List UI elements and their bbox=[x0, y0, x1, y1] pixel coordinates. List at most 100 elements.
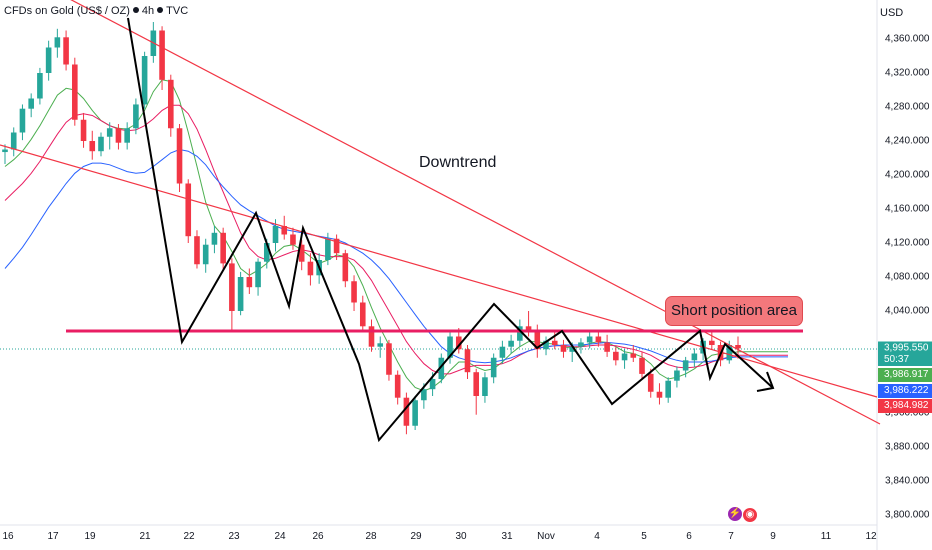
candles bbox=[2, 22, 741, 435]
candle-body-down bbox=[159, 30, 165, 80]
x-tick-label: 9 bbox=[770, 531, 776, 542]
candle-body-up bbox=[682, 360, 689, 371]
candle-body-down bbox=[709, 340, 715, 345]
x-tick-label: 19 bbox=[84, 531, 96, 542]
x-tick-label: Nov bbox=[537, 531, 555, 542]
pattern-arrowhead bbox=[756, 371, 775, 392]
candle-body-down bbox=[735, 345, 741, 349]
candle-body-up bbox=[10, 132, 17, 150]
ma-slow-line bbox=[4, 148, 788, 364]
candle-body-up bbox=[106, 128, 113, 137]
candle-body-down bbox=[386, 343, 392, 375]
y-tick-label: 3,960.000 bbox=[885, 407, 930, 419]
x-tick-label: 31 bbox=[501, 531, 513, 542]
candle-body-up bbox=[621, 353, 628, 361]
candle-body-up bbox=[543, 340, 549, 350]
x-tick-label: 21 bbox=[139, 531, 151, 542]
x-tick-label: 28 bbox=[365, 531, 377, 542]
candle-body-down bbox=[80, 119, 87, 141]
candle-body-up bbox=[482, 377, 488, 396]
x-tick-label: 6 bbox=[686, 531, 692, 542]
candle-body-up bbox=[19, 108, 26, 133]
separator-dot-icon bbox=[157, 7, 164, 13]
candle-body-down bbox=[89, 141, 96, 152]
candle-body-up bbox=[438, 357, 445, 379]
lightning-event-icon[interactable]: ⚡ bbox=[728, 507, 742, 521]
candle-body-down bbox=[595, 336, 602, 343]
candle-body-down bbox=[333, 238, 340, 254]
candle-body-down bbox=[560, 345, 567, 352]
chart-title: CFDs on Gold (US$ / OZ) 4h TVC bbox=[4, 5, 188, 17]
currency-label[interactable]: USD bbox=[880, 7, 904, 19]
candle-body-down bbox=[63, 37, 69, 65]
candle-body-down bbox=[185, 183, 192, 237]
candle-body-up bbox=[429, 379, 436, 390]
y-tick-label: 3,840.000 bbox=[885, 475, 930, 487]
y-tick-label: 3,800.000 bbox=[885, 509, 930, 521]
x-tick-label: 5 bbox=[641, 531, 647, 542]
candle-body-down bbox=[604, 342, 610, 352]
candle-body-up bbox=[37, 73, 43, 99]
candle-body-up bbox=[141, 56, 148, 105]
candle-body-up bbox=[272, 226, 279, 243]
candle-body-down bbox=[290, 234, 296, 245]
candle-body-down bbox=[167, 79, 174, 129]
x-tick-label: 16 bbox=[2, 531, 14, 542]
separator-dot-icon bbox=[132, 7, 139, 13]
y-tick-label: 4,040.000 bbox=[885, 305, 930, 317]
interval-label[interactable]: 4h bbox=[141, 5, 155, 17]
candle-body-up bbox=[674, 370, 680, 381]
y-tick-label: 4,200.000 bbox=[885, 169, 930, 181]
candle-body-down bbox=[194, 236, 200, 265]
candle-body-down bbox=[647, 373, 654, 392]
x-tick-label: 29 bbox=[410, 531, 422, 542]
candle-body-up bbox=[325, 238, 331, 260]
y-tick-label: 4,280.000 bbox=[885, 101, 930, 113]
x-tick-label: 26 bbox=[312, 531, 324, 542]
candle-body-up bbox=[578, 342, 584, 347]
candle-body-down bbox=[342, 253, 349, 282]
y-tick-label: 4,360.000 bbox=[885, 33, 930, 45]
x-tick-label: 24 bbox=[274, 531, 286, 542]
source-label: TVC bbox=[166, 5, 189, 17]
ma-fast-line bbox=[4, 79, 788, 392]
ma-mid-line bbox=[4, 104, 788, 375]
candle-body-down bbox=[115, 128, 122, 143]
x-tick-label: 17 bbox=[47, 531, 59, 542]
candle-body-down bbox=[630, 353, 637, 358]
candle-body-up bbox=[202, 244, 209, 265]
downtrend-line-lower bbox=[0, 144, 878, 398]
candle-body-down bbox=[394, 374, 401, 398]
price-pattern-zigzag bbox=[127, 17, 774, 443]
moving-averages bbox=[4, 79, 788, 392]
candle-body-up bbox=[447, 336, 453, 358]
candle-body-up bbox=[691, 353, 698, 361]
us-flag-event-icon[interactable]: ◉ bbox=[742, 507, 758, 523]
candle-body-up bbox=[726, 345, 733, 361]
candle-body-up bbox=[421, 389, 427, 401]
x-tick-label: 30 bbox=[455, 531, 467, 542]
last-price-label: 3,995.550 bbox=[878, 341, 932, 355]
y-tick-label: 4,240.000 bbox=[885, 135, 930, 147]
candle-body-down bbox=[455, 336, 462, 350]
short-position-area-label[interactable]: Short position area bbox=[665, 296, 803, 326]
y-tick-label: 3,880.000 bbox=[885, 441, 930, 453]
candle-body-up bbox=[54, 37, 61, 48]
x-tick-label: 23 bbox=[228, 531, 240, 542]
candle-body-up bbox=[569, 346, 576, 352]
candle-body-down bbox=[298, 244, 305, 262]
downtrend-line-upper bbox=[70, 0, 881, 425]
candle-body-up bbox=[45, 47, 52, 73]
candle-body-down bbox=[220, 232, 226, 264]
candle-body-down bbox=[351, 281, 357, 303]
candle-body-down bbox=[281, 226, 288, 235]
downtrend-annotation[interactable]: Downtrend bbox=[419, 154, 497, 171]
candle-body-up bbox=[124, 128, 130, 143]
candle-body-up bbox=[517, 326, 523, 341]
candle-body-up bbox=[255, 261, 261, 288]
candle-body-up bbox=[263, 243, 270, 262]
candle-body-down bbox=[639, 357, 645, 374]
candle-body-down bbox=[613, 351, 619, 361]
bar-countdown-label: 50:37 bbox=[878, 354, 932, 366]
